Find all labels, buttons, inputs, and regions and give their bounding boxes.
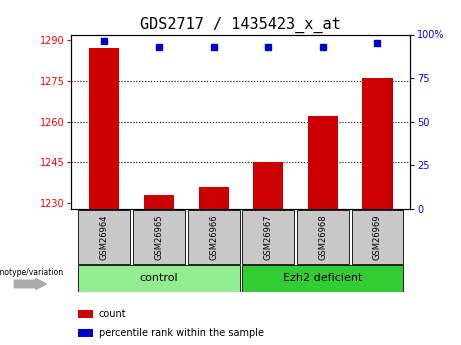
FancyBboxPatch shape bbox=[242, 265, 403, 292]
Text: Ezh2 deficient: Ezh2 deficient bbox=[283, 273, 362, 283]
Text: GSM26968: GSM26968 bbox=[319, 214, 327, 260]
Text: percentile rank within the sample: percentile rank within the sample bbox=[99, 328, 264, 338]
Text: control: control bbox=[140, 273, 178, 283]
Bar bbox=[362, 78, 392, 209]
Bar bbox=[253, 162, 283, 209]
Text: GSM26965: GSM26965 bbox=[154, 215, 163, 260]
FancyBboxPatch shape bbox=[188, 210, 240, 264]
Bar bbox=[78, 329, 94, 337]
Text: GSM26967: GSM26967 bbox=[264, 214, 273, 260]
FancyArrow shape bbox=[14, 279, 47, 289]
Bar bbox=[308, 116, 338, 209]
Text: genotype/variation: genotype/variation bbox=[0, 268, 64, 277]
Text: count: count bbox=[99, 309, 126, 319]
Bar bbox=[199, 187, 229, 209]
FancyBboxPatch shape bbox=[78, 265, 240, 292]
Text: GSM26966: GSM26966 bbox=[209, 214, 218, 260]
FancyBboxPatch shape bbox=[352, 210, 403, 264]
FancyBboxPatch shape bbox=[133, 210, 185, 264]
Bar bbox=[89, 48, 119, 209]
Text: GSM26969: GSM26969 bbox=[373, 215, 382, 260]
FancyBboxPatch shape bbox=[242, 210, 294, 264]
Title: GDS2717 / 1435423_x_at: GDS2717 / 1435423_x_at bbox=[141, 17, 341, 33]
Bar bbox=[78, 310, 94, 317]
Text: GSM26964: GSM26964 bbox=[100, 215, 109, 260]
Bar bbox=[144, 195, 174, 209]
FancyBboxPatch shape bbox=[78, 210, 130, 264]
FancyBboxPatch shape bbox=[297, 210, 349, 264]
